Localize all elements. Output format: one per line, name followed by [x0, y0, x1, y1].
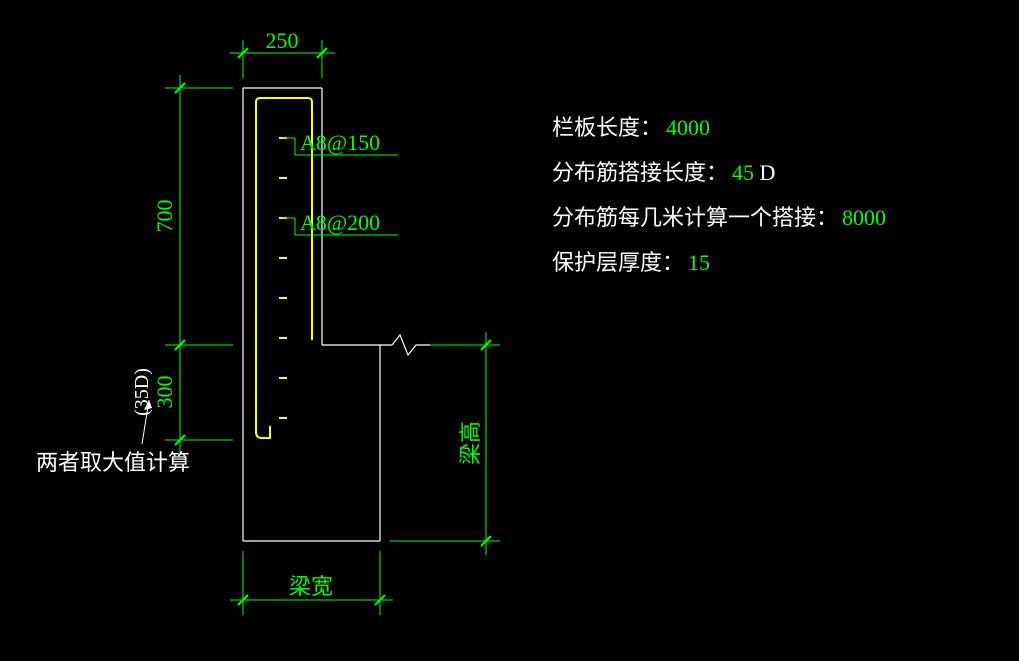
param-3-value: 15 [688, 250, 710, 275]
svg-text:栏板长度：4000: 栏板长度：4000 [552, 115, 710, 140]
param-1-label: 分布筋搭接长度： [552, 160, 728, 185]
rebar-anno-upper: A8@150 [300, 130, 380, 155]
dim-beam-height-label: 梁高 [458, 421, 483, 465]
dim-height-lower: 300 [152, 376, 177, 409]
svg-text:保护层厚度：15: 保护层厚度：15 [552, 250, 710, 275]
note-text: 两者取大值计算 [36, 450, 190, 475]
dim-beam-width-label: 梁宽 [289, 574, 333, 599]
rebar-ticks [279, 138, 287, 418]
parameter-block: 栏板长度：4000 分布筋搭接长度：45 D 分布筋每几米计算一个搭接：8000… [552, 115, 886, 275]
dim-right [390, 332, 500, 555]
param-1-suffix: D [754, 160, 775, 185]
svg-text:分布筋每几米计算一个搭接：8000: 分布筋每几米计算一个搭接：8000 [552, 205, 886, 230]
svg-text:分布筋搭接长度：45 D: 分布筋搭接长度：45 D [552, 160, 775, 185]
dim-top-value: 250 [266, 28, 299, 53]
dim-height-lower-alt: (35D) [131, 368, 153, 416]
param-0-value: 4000 [666, 115, 710, 140]
param-2-label: 分布筋每几米计算一个搭接： [552, 205, 838, 230]
structure-outline [243, 88, 430, 541]
rebar-anno-lower: A8@200 [300, 210, 380, 235]
param-1-value: 45 [732, 160, 754, 185]
dim-height-upper: 700 [152, 200, 177, 233]
dimensions [165, 40, 500, 615]
engineering-drawing: 250 700 300 (35D) 梁宽 梁高 A8@150 A8@200 两者… [0, 0, 1019, 661]
param-2-value: 8000 [842, 205, 886, 230]
param-3-label: 保护层厚度： [552, 250, 684, 275]
param-0-label: 栏板长度： [552, 115, 662, 140]
